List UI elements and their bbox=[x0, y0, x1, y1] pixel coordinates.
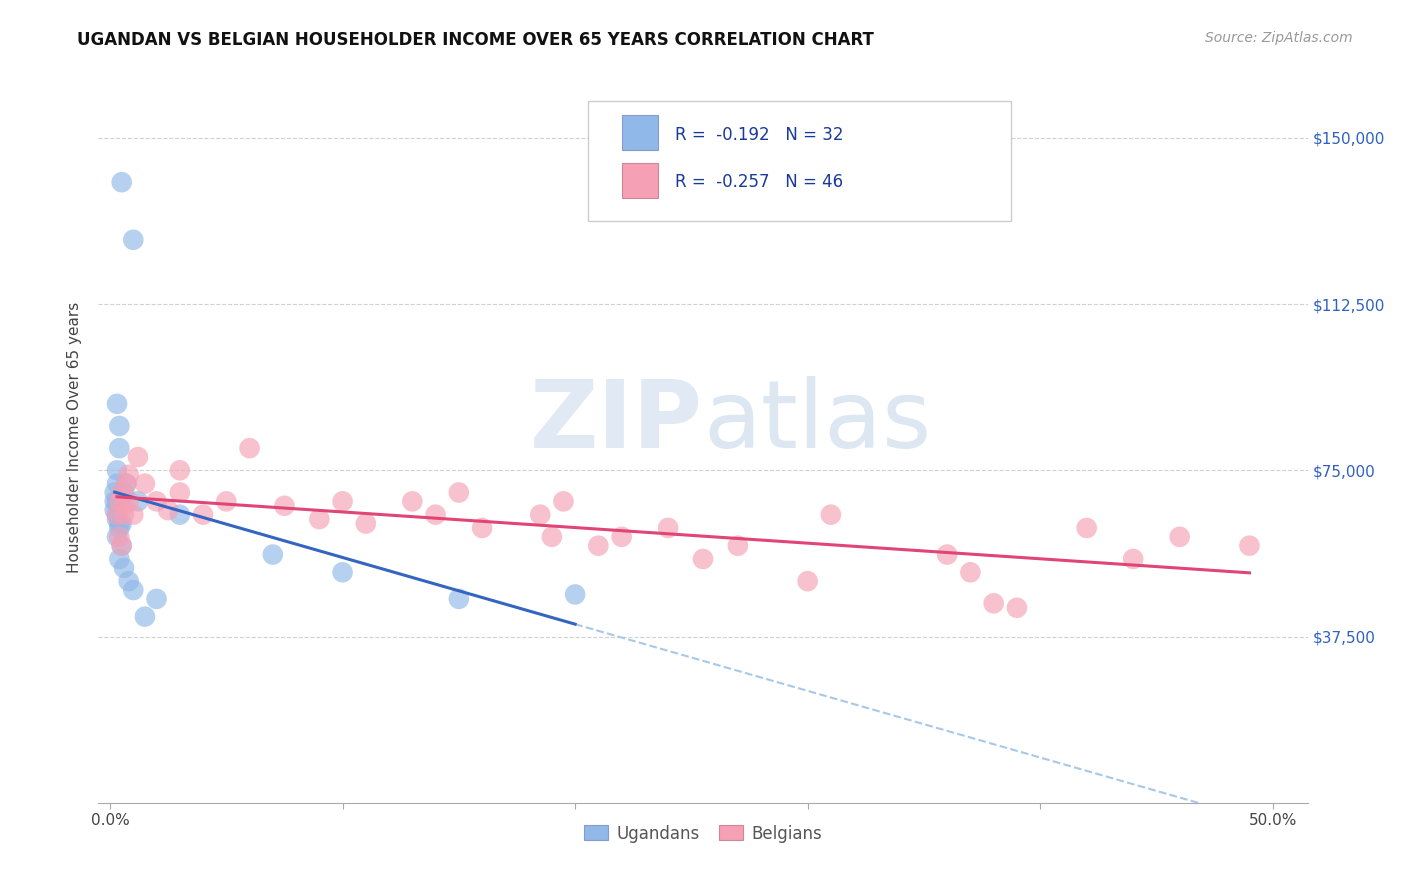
Point bbox=[122, 233, 145, 247]
Point bbox=[122, 582, 145, 597]
Point bbox=[1005, 600, 1028, 615]
Point bbox=[471, 521, 494, 535]
Point bbox=[540, 530, 562, 544]
Point bbox=[111, 516, 134, 531]
Point bbox=[111, 539, 134, 553]
Point bbox=[401, 494, 423, 508]
Point bbox=[105, 463, 128, 477]
Point bbox=[657, 521, 679, 535]
Point bbox=[145, 494, 167, 508]
Point bbox=[118, 467, 141, 482]
Point bbox=[105, 508, 128, 522]
Point bbox=[105, 494, 128, 508]
Point bbox=[191, 508, 214, 522]
FancyBboxPatch shape bbox=[621, 163, 658, 198]
Point bbox=[169, 508, 191, 522]
Point bbox=[308, 512, 330, 526]
Point bbox=[354, 516, 377, 531]
Point bbox=[104, 494, 127, 508]
Text: R =  -0.192   N = 32: R = -0.192 N = 32 bbox=[675, 126, 844, 144]
Point bbox=[169, 485, 191, 500]
Point bbox=[115, 476, 138, 491]
Point bbox=[105, 508, 128, 522]
Point bbox=[105, 397, 128, 411]
Point bbox=[1076, 521, 1098, 535]
Point bbox=[796, 574, 818, 589]
Point bbox=[820, 508, 842, 522]
Point bbox=[262, 548, 284, 562]
Point bbox=[564, 587, 586, 601]
Point bbox=[727, 539, 749, 553]
Point bbox=[115, 476, 138, 491]
Point bbox=[105, 476, 128, 491]
Point bbox=[692, 552, 714, 566]
Text: UGANDAN VS BELGIAN HOUSEHOLDER INCOME OVER 65 YEARS CORRELATION CHART: UGANDAN VS BELGIAN HOUSEHOLDER INCOME OV… bbox=[77, 31, 875, 49]
Point bbox=[273, 499, 295, 513]
Point bbox=[553, 494, 575, 508]
Point bbox=[108, 516, 131, 531]
Point bbox=[145, 591, 167, 606]
Point bbox=[118, 494, 141, 508]
Point bbox=[447, 591, 470, 606]
Text: R =  -0.257   N = 46: R = -0.257 N = 46 bbox=[675, 173, 844, 191]
Text: atlas: atlas bbox=[703, 376, 931, 468]
Point bbox=[108, 521, 131, 535]
Point bbox=[983, 596, 1005, 610]
Point bbox=[529, 508, 551, 522]
Point bbox=[104, 503, 127, 517]
Point bbox=[108, 530, 131, 544]
Point bbox=[112, 485, 135, 500]
Point bbox=[936, 548, 959, 562]
Point bbox=[112, 561, 135, 575]
Point bbox=[332, 566, 354, 580]
Point bbox=[108, 494, 131, 508]
Point bbox=[108, 552, 131, 566]
Point bbox=[118, 574, 141, 589]
Point bbox=[105, 530, 128, 544]
Point bbox=[134, 476, 156, 491]
Point bbox=[588, 539, 610, 553]
Point bbox=[215, 494, 238, 508]
Point bbox=[111, 175, 134, 189]
Point bbox=[425, 508, 447, 522]
Y-axis label: Householder Income Over 65 years: Householder Income Over 65 years bbox=[67, 301, 83, 573]
Point bbox=[447, 485, 470, 500]
Point bbox=[112, 508, 135, 522]
Point bbox=[157, 503, 180, 517]
Point bbox=[959, 566, 981, 580]
Point bbox=[1239, 539, 1261, 553]
Point bbox=[610, 530, 633, 544]
Point bbox=[105, 512, 128, 526]
Point bbox=[1122, 552, 1144, 566]
FancyBboxPatch shape bbox=[588, 101, 1011, 221]
Point bbox=[111, 539, 134, 553]
Point bbox=[239, 441, 262, 455]
Point bbox=[108, 419, 131, 434]
Point bbox=[169, 463, 191, 477]
Text: Source: ZipAtlas.com: Source: ZipAtlas.com bbox=[1205, 31, 1353, 45]
Point bbox=[108, 441, 131, 455]
Point bbox=[127, 450, 149, 464]
Point bbox=[127, 494, 149, 508]
Point bbox=[1168, 530, 1191, 544]
Point bbox=[112, 499, 135, 513]
Point bbox=[111, 485, 134, 500]
Point bbox=[332, 494, 354, 508]
Legend: Ugandans, Belgians: Ugandans, Belgians bbox=[578, 818, 828, 849]
Text: ZIP: ZIP bbox=[530, 376, 703, 468]
Point bbox=[134, 609, 156, 624]
Point bbox=[122, 508, 145, 522]
FancyBboxPatch shape bbox=[621, 115, 658, 151]
Point bbox=[104, 485, 127, 500]
